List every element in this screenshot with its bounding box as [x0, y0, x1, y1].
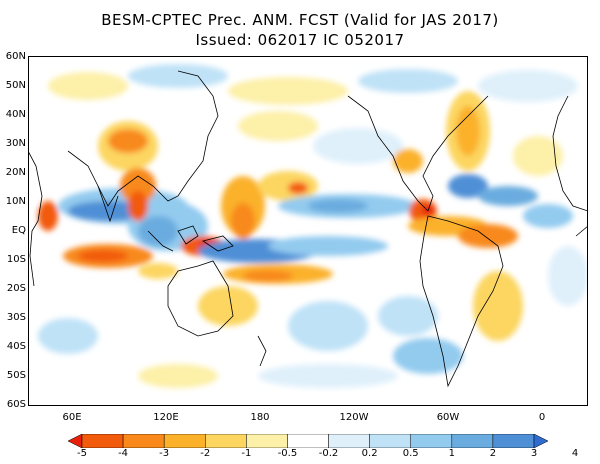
lon-label-120w: 120W: [339, 412, 369, 423]
lat-label-20s: 20S: [6, 283, 26, 294]
colorbar-label: 4: [571, 448, 579, 459]
colorbar-label: 0.5: [402, 448, 419, 459]
lon-label-60e: 60E: [62, 412, 82, 423]
lat-label-40n: 40N: [5, 109, 26, 120]
lat-label-50n: 50N: [5, 80, 26, 91]
lon-label-60w: 60W: [436, 412, 460, 423]
colorbar-label: -3: [159, 448, 170, 459]
colorbar-swatch: [122, 434, 165, 448]
lon-label-180: 180: [250, 412, 270, 423]
colorbar-swatch: [492, 434, 535, 448]
colorbar-swatch: [369, 434, 411, 448]
colorbar-label: 2: [489, 448, 497, 459]
lat-label-20n: 20N: [5, 167, 26, 178]
colorbar-swatch: [246, 434, 288, 448]
lat-label-50s: 50S: [6, 370, 26, 381]
colorbar-swatch: [68, 434, 83, 448]
lat-label-10n: 10N: [5, 196, 26, 207]
lat-label-30n: 30N: [5, 138, 26, 149]
colorbar-swatch: [287, 434, 329, 448]
colorbar-swatch: [163, 434, 206, 448]
colorbar-swatch: [328, 434, 370, 448]
colorbar-label: -2: [200, 448, 211, 459]
colorbar-label: 1: [448, 448, 455, 459]
lat-label-10s: 10S: [6, 254, 26, 265]
precipitation-anomaly-map: [28, 56, 588, 406]
lon-label-120e: 120E: [153, 412, 179, 423]
lat-label-60s: 60S: [6, 399, 26, 410]
lat-label-40s: 40S: [6, 341, 26, 352]
map-title: BESM-CPTEC Prec. ANM. FCST (Valid for JA…: [101, 11, 499, 29]
colorbar-swatch: [410, 434, 453, 448]
lon-label-0: 0: [538, 412, 546, 423]
colorbar-swatch: [533, 434, 548, 448]
colorbar-label: -4: [118, 448, 129, 459]
colorbar-label: 0.2: [361, 448, 378, 459]
colorbar-label: 3: [530, 448, 538, 459]
colorbar-label: -1: [241, 448, 252, 459]
colorbar-swatch: [81, 434, 124, 448]
map-subtitle: Issued: 062017 IC 052017: [195, 31, 405, 49]
lat-label-30s: 30S: [6, 312, 26, 323]
colorbar: [68, 434, 548, 448]
colorbar-label: -0.2: [318, 448, 339, 459]
lat-label-eq: EQ: [11, 225, 26, 236]
colorbar-label: -0.5: [277, 448, 298, 459]
colorbar-swatch: [451, 434, 494, 448]
lat-label-60n: 60N: [5, 51, 26, 62]
colorbar-label: -5: [77, 448, 87, 459]
colorbar-swatch: [205, 434, 247, 448]
